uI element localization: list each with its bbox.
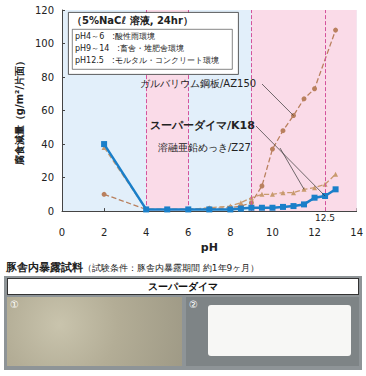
svg-text:2: 2 (101, 227, 107, 238)
svg-text:20: 20 (41, 172, 54, 183)
svg-text:60: 60 (41, 105, 54, 116)
svg-text:14: 14 (350, 227, 363, 238)
html-text:②: ② (189, 299, 198, 310)
svg-text:12.5: 12.5 (315, 213, 335, 223)
svg-text:6: 6 (185, 227, 191, 238)
svg-text:pH12.5 :モルタル・コンクリート環境: pH12.5 :モルタル・コンクリート環境 (75, 56, 219, 65)
svg-text:ガルバリウム鋼板/AZ150: ガルバリウム鋼板/AZ150 (140, 78, 256, 89)
html-text:豚舎内暴露試料（試験条件：豚舎内暴露期間 約1年9ヶ月）: 豚舎内暴露試料（試験条件：豚舎内暴露期間 約1年9ヶ月） (6, 261, 260, 274)
svg-text:10: 10 (266, 227, 279, 238)
html-text:①: ① (10, 299, 19, 310)
svg-text:12: 12 (308, 227, 321, 238)
svg-text:40: 40 (41, 139, 54, 150)
svg-text:80: 80 (41, 72, 54, 83)
svg-text:（5%NaCℓ 溶液, 24hr）: （5%NaCℓ 溶液, 24hr） (72, 15, 193, 26)
svg-text:100: 100 (35, 38, 54, 49)
svg-text:0: 0 (48, 206, 54, 217)
svg-text:8: 8 (227, 227, 233, 238)
svg-text:120: 120 (35, 5, 54, 16)
svg-text:腐食減量（g/m²/片面）: 腐食減量（g/m²/片面） (14, 56, 25, 166)
svg-text:pH9～14 :畜舎・堆肥舎環境: pH9～14 :畜舎・堆肥舎環境 (75, 44, 184, 53)
html-text:スーパーダイマ: スーパーダイマ (148, 281, 218, 292)
svg-text:0: 0 (59, 227, 65, 238)
svg-text:スーパーダイマ/K18: スーパーダイマ/K18 (150, 119, 255, 132)
svg-text:4: 4 (143, 227, 149, 238)
svg-text:溶融亜鉛めっき/Z27: 溶融亜鉛めっき/Z27 (158, 142, 251, 153)
svg-text:pH4～6 :酸性雨環境: pH4～6 :酸性雨環境 (75, 32, 155, 41)
svg-text:pH: pH (201, 241, 218, 254)
